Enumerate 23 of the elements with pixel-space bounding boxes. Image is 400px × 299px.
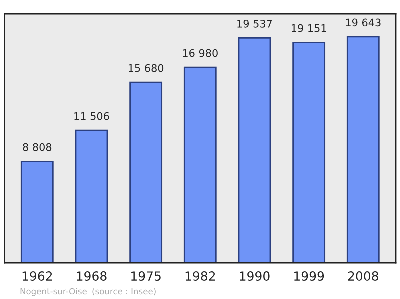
bar — [292, 42, 326, 263]
bar — [346, 36, 380, 263]
data-label: 11 506 — [74, 112, 110, 120]
data-label: 15 680 — [128, 64, 164, 72]
bar — [20, 160, 54, 263]
text: (source : Insee) — [92, 288, 156, 296]
x-tick-label: 2008 — [348, 272, 378, 282]
data-label: 16 980 — [183, 49, 218, 58]
bar — [238, 38, 272, 263]
bar — [130, 82, 163, 263]
x-tick-label: 1999 — [294, 272, 324, 282]
x-tick-label: 1962 — [22, 272, 52, 282]
x-tick-label: 1975 — [132, 272, 161, 282]
data-label: 19 537 — [238, 20, 272, 28]
data-label: 19 643 — [346, 18, 381, 27]
x-tick-label: 1990 — [240, 272, 270, 282]
x-tick-label: 1968 — [77, 272, 107, 282]
data-label: 19 151 — [292, 24, 326, 32]
bar — [184, 66, 217, 263]
text: Nogent-sur-Oise — [20, 288, 87, 296]
data-label: 8 808 — [23, 143, 52, 152]
bar — [75, 130, 108, 263]
x-tick-label: 1982 — [186, 272, 216, 282]
